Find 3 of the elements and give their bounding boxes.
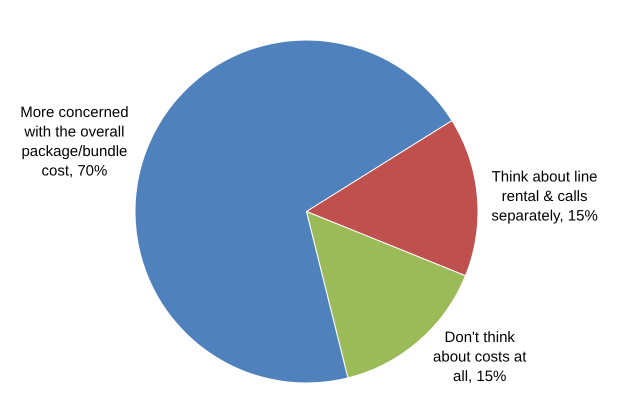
slice-label: Don't think about costs at all, 15% <box>433 328 528 385</box>
slice-label: Think about line rental & calls separately, 15% <box>491 168 598 224</box>
slice-label: More concerned with the overall package/bundle cost, 70% <box>20 104 129 180</box>
